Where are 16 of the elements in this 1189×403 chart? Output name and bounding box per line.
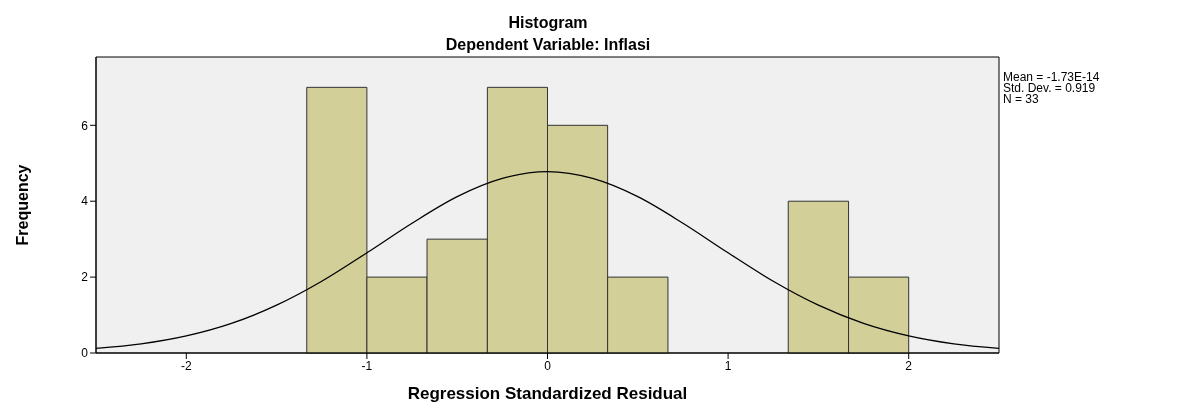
chart-title: Histogram <box>507 14 589 32</box>
y-tick-label: 0 <box>81 346 89 361</box>
text: Std. Dev. = 0.919 <box>1003 81 1097 95</box>
x-tick-label: -2 <box>180 358 192 373</box>
text: N = 33 <box>1003 92 1040 106</box>
x-tick-label: -1 <box>361 358 373 373</box>
text: Mean = -1.73E-14 <box>1003 70 1100 84</box>
y-tick-label: 2 <box>81 270 89 285</box>
y-tick-label: 4 <box>81 194 89 209</box>
y-axis-title: Frequency <box>13 164 31 246</box>
x-tick-label: 0 <box>544 358 552 373</box>
x-axis-title: Regression Standardized Residual <box>407 384 688 403</box>
chart-subtitle: Dependent Variable: Inflasi <box>444 36 652 54</box>
x-tick-label: 2 <box>905 358 913 373</box>
y-tick-label: 6 <box>81 118 89 133</box>
x-tick-label: 1 <box>724 358 732 373</box>
